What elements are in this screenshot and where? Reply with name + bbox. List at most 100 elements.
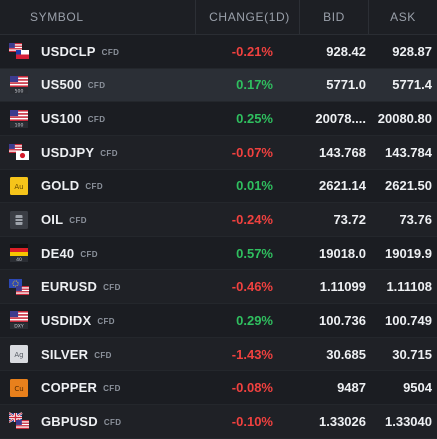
change-cell: -0.21% xyxy=(231,43,273,59)
table-row-eurusd[interactable]: EURUSD CFD -0.46% 1.11099 1.11108 xyxy=(0,270,437,305)
bid-price[interactable]: 30.685 xyxy=(326,346,366,362)
svg-text:Cu: Cu xyxy=(14,385,23,393)
table-row-de40[interactable]: 40 DE40 CFD 0.57% 19018.0 19019.9 xyxy=(0,236,437,271)
change-cell: -1.43% xyxy=(231,346,273,362)
gold-icon: Au xyxy=(9,176,29,196)
ask-price[interactable]: 20080.80 xyxy=(377,111,432,127)
symbol-name: GOLD xyxy=(41,178,80,194)
column-header-bid[interactable]: BID xyxy=(300,0,369,34)
de-flag-icon: 40 xyxy=(9,243,29,263)
bid-price[interactable]: 143.768 xyxy=(319,144,366,160)
change-cell: 0.01% xyxy=(236,178,273,194)
symbol-name: US500 xyxy=(41,77,82,93)
us-flag-500-icon: 500 xyxy=(9,75,29,95)
symbol-name: COPPER xyxy=(41,380,98,396)
symbol-cell: GBPUSD CFD xyxy=(0,405,196,438)
ask-price[interactable]: 2621.50 xyxy=(385,178,432,194)
change-cell: -0.07% xyxy=(231,144,273,160)
cfd-badge: CFD xyxy=(85,182,104,192)
us-flag-dxy-icon: DXY xyxy=(9,310,29,330)
svg-text:40: 40 xyxy=(16,257,22,263)
symbol-cell: 100 US100 CFD xyxy=(0,102,196,135)
symbol-name: USDJPY xyxy=(41,144,95,160)
ask-price[interactable]: 5771.4 xyxy=(392,77,432,93)
symbol-name: OIL xyxy=(41,212,64,228)
table-row-us100[interactable]: 100 US100 CFD 0.25% 20078.... 20080.80 xyxy=(0,102,437,136)
bid-price[interactable]: 73.72 xyxy=(333,212,366,228)
ask-price[interactable]: 19019.9 xyxy=(385,245,432,261)
bid-price[interactable]: 2621.14 xyxy=(319,178,366,194)
symbol-name: GBPUSD xyxy=(41,413,98,429)
table-row-gbpusd[interactable]: GBPUSD CFD -0.10% 1.33026 1.33040 xyxy=(0,405,437,439)
ask-price[interactable]: 1.33040 xyxy=(385,413,432,429)
eu-us-flag-icon xyxy=(9,277,29,297)
copper-icon: Cu xyxy=(9,378,29,398)
ask-price[interactable]: 100.749 xyxy=(385,312,432,328)
symbol-cell: Au GOLD CFD xyxy=(0,170,196,203)
change-cell: -0.24% xyxy=(231,212,273,228)
svg-text:500: 500 xyxy=(15,89,24,95)
cfd-badge: CFD xyxy=(80,249,98,259)
table-row-usdidx[interactable]: DXY USDIDX CFD 0.29% 100.736 100.749 xyxy=(0,304,437,338)
bid-price[interactable]: 1.33026 xyxy=(319,413,366,429)
table-row-copper[interactable]: Cu COPPER CFD -0.08% 9487 9504 xyxy=(0,371,437,406)
table-row-gold[interactable]: Au GOLD CFD 0.01% 2621.14 2621.50 xyxy=(0,169,437,204)
gb-us-flag-icon xyxy=(9,411,29,431)
bid-price[interactable]: 9487 xyxy=(337,380,366,396)
symbol-cell: 500 US500 CFD xyxy=(0,69,196,102)
table-row-oil[interactable]: OIL CFD -0.24% 73.72 73.76 xyxy=(0,203,437,237)
us-cl-flag-icon xyxy=(9,41,29,61)
symbol-cell: 40 DE40 CFD xyxy=(0,237,196,270)
ask-price[interactable]: 30.715 xyxy=(392,346,432,362)
symbol-cell: Cu COPPER CFD xyxy=(0,371,196,404)
table-row-usdclp[interactable]: USDCLP CFD -0.21% 928.42 928.87 xyxy=(0,35,437,69)
column-header-symbol[interactable]: SYMBOL xyxy=(0,0,196,34)
ask-price[interactable]: 928.87 xyxy=(392,43,432,59)
cfd-badge: CFD xyxy=(101,47,120,57)
symbol-cell: USDCLP CFD xyxy=(0,35,196,68)
bid-price[interactable]: 20078.... xyxy=(315,111,366,127)
svg-text:Ag: Ag xyxy=(14,351,23,359)
symbol-name: USDCLP xyxy=(41,43,96,59)
symbol-cell: USDJPY CFD xyxy=(0,136,196,169)
svg-text:Au: Au xyxy=(14,183,23,191)
cfd-badge: CFD xyxy=(87,115,106,125)
symbol-cell: OIL CFD xyxy=(0,203,196,236)
bid-price[interactable]: 928.42 xyxy=(326,43,366,59)
ask-price[interactable]: 143.784 xyxy=(385,144,432,160)
symbol-cell: EURUSD CFD xyxy=(0,270,196,303)
change-cell: 0.17% xyxy=(236,77,273,93)
change-cell: -0.08% xyxy=(231,380,273,396)
bid-price[interactable]: 5771.0 xyxy=(326,77,366,93)
change-cell: 0.29% xyxy=(236,312,273,328)
table-row-us500[interactable]: 500 US500 CFD 0.17% 5771.0 5771.4 xyxy=(0,68,437,103)
cfd-badge: CFD xyxy=(69,216,87,226)
table-row-usdjpy[interactable]: USDJPY CFD -0.07% 143.768 143.784 xyxy=(0,135,437,170)
cfd-badge: CFD xyxy=(94,350,112,360)
bid-price[interactable]: 100.736 xyxy=(319,312,366,328)
cfd-badge: CFD xyxy=(97,316,115,326)
column-header-change[interactable]: CHANGE(1D) xyxy=(196,0,300,34)
ask-price[interactable]: 9504 xyxy=(403,380,432,396)
table-row-silver[interactable]: Ag SILVER CFD -1.43% 30.685 30.715 xyxy=(0,337,437,372)
cfd-badge: CFD xyxy=(103,283,121,293)
change-cell: 0.57% xyxy=(236,245,273,261)
change-cell: 0.25% xyxy=(236,111,273,127)
symbol-cell: Ag SILVER CFD xyxy=(0,338,196,371)
table-header: SYMBOL CHANGE(1D) BID ASK xyxy=(0,0,437,35)
us-flag-100-icon: 100 xyxy=(9,109,29,129)
bid-price[interactable]: 19018.0 xyxy=(319,245,366,261)
cfd-badge: CFD xyxy=(103,384,121,394)
ask-price[interactable]: 73.76 xyxy=(399,212,432,228)
symbol-name: EURUSD xyxy=(41,279,98,295)
column-header-ask[interactable]: ASK xyxy=(390,10,416,24)
us-jp-flag-icon xyxy=(9,142,29,162)
change-cell: -0.10% xyxy=(231,413,273,429)
svg-text:100: 100 xyxy=(15,122,24,128)
symbol-name: SILVER xyxy=(41,346,89,362)
ask-price[interactable]: 1.11108 xyxy=(386,279,432,295)
silver-icon: Ag xyxy=(9,344,29,364)
svg-text:DXY: DXY xyxy=(14,324,24,330)
bid-price[interactable]: 1.11099 xyxy=(319,279,366,295)
